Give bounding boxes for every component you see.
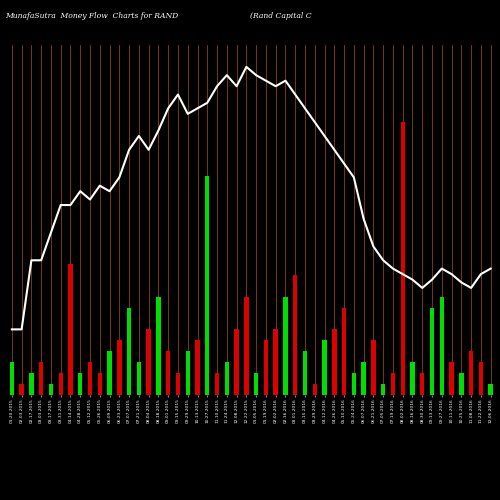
Bar: [381, 384, 386, 395]
Text: MunafaSutra  Money Flow  Charts for RAND: MunafaSutra Money Flow Charts for RAND: [5, 12, 178, 20]
Bar: [20, 384, 24, 395]
Bar: [215, 373, 219, 395]
Bar: [117, 340, 121, 395]
Bar: [29, 373, 34, 395]
Bar: [450, 362, 454, 395]
Bar: [176, 373, 180, 395]
Bar: [146, 330, 151, 395]
Bar: [39, 362, 44, 395]
Bar: [440, 296, 444, 395]
Bar: [284, 296, 288, 395]
Bar: [362, 362, 366, 395]
Bar: [224, 362, 229, 395]
Bar: [312, 384, 317, 395]
Bar: [478, 362, 483, 395]
Bar: [410, 362, 414, 395]
Bar: [420, 373, 424, 395]
Bar: [244, 296, 248, 395]
Bar: [332, 330, 336, 395]
Bar: [98, 373, 102, 395]
Bar: [58, 373, 63, 395]
Text: (Rand Capital C: (Rand Capital C: [250, 12, 312, 20]
Bar: [156, 296, 160, 395]
Bar: [371, 340, 376, 395]
Bar: [254, 373, 258, 395]
Bar: [186, 351, 190, 395]
Bar: [10, 362, 14, 395]
Bar: [459, 373, 464, 395]
Bar: [136, 362, 141, 395]
Bar: [264, 340, 268, 395]
Bar: [322, 340, 326, 395]
Bar: [390, 373, 395, 395]
Bar: [68, 264, 72, 395]
Bar: [205, 176, 210, 395]
Bar: [400, 122, 405, 395]
Bar: [78, 373, 82, 395]
Bar: [234, 330, 239, 395]
Bar: [166, 351, 170, 395]
Bar: [352, 373, 356, 395]
Bar: [196, 340, 200, 395]
Bar: [293, 274, 298, 395]
Bar: [88, 362, 92, 395]
Bar: [303, 351, 307, 395]
Bar: [488, 384, 493, 395]
Bar: [108, 351, 112, 395]
Bar: [469, 351, 474, 395]
Bar: [274, 330, 278, 395]
Bar: [342, 308, 346, 395]
Bar: [48, 384, 53, 395]
Bar: [127, 308, 132, 395]
Bar: [430, 308, 434, 395]
